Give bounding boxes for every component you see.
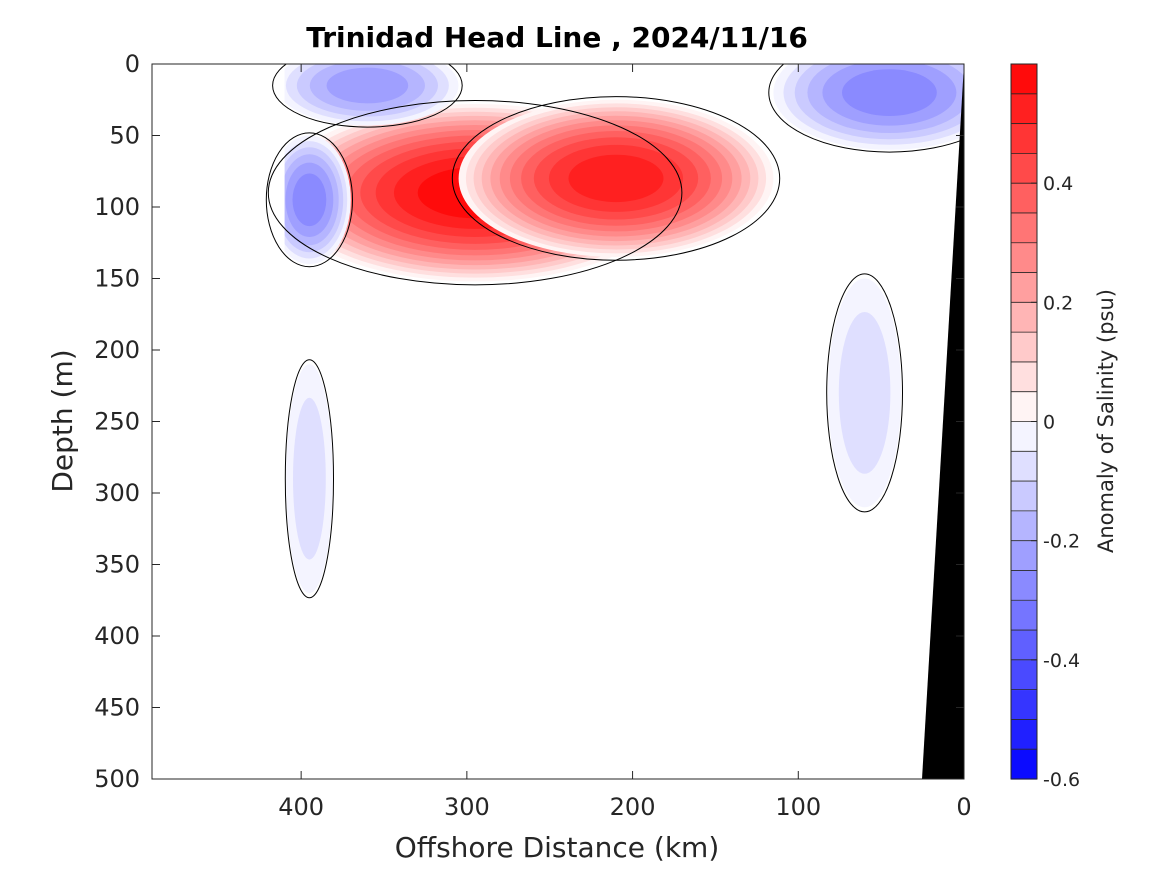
bathymetry-mask — [922, 64, 964, 779]
colorbar-tick-label: -0.4 — [1043, 650, 1080, 672]
anomaly-negative-5 — [828, 278, 902, 508]
anomaly-band — [326, 67, 409, 104]
y-tick-label: 400 — [94, 622, 140, 650]
colorbar-band — [1011, 510, 1037, 542]
colorbar-tick-label: 0.2 — [1043, 292, 1073, 314]
no-data-region — [152, 64, 285, 779]
y-tick-label: 300 — [94, 479, 140, 507]
y-tick-label: 150 — [94, 265, 140, 293]
colorbar-band — [1011, 421, 1037, 452]
zero-contour-1 — [451, 96, 781, 261]
zero-contour-6 — [284, 359, 334, 599]
anomaly-negative-3 — [268, 135, 351, 265]
anomaly-band — [568, 154, 664, 203]
colorbar-band — [1011, 451, 1037, 482]
chart-title: Trinidad Head Line , 2024/11/16 — [306, 21, 808, 54]
x-axis: 400 300 200 100 0 — [278, 64, 972, 821]
colorbar-band — [1011, 481, 1037, 512]
y-tick-label: 0 — [125, 50, 140, 78]
colorbar-band — [1011, 600, 1037, 631]
colorbar-tick-label: 0 — [1043, 412, 1055, 434]
zero-contour-2 — [272, 64, 463, 128]
y-tick-label: 50 — [109, 122, 140, 150]
x-tick-label: 100 — [775, 793, 821, 821]
anomaly-band — [842, 69, 937, 116]
x-tick-label: 300 — [444, 793, 490, 821]
colorbar-band — [1011, 153, 1037, 184]
y-tick-label: 100 — [94, 193, 140, 221]
colorbar-band — [1011, 749, 1037, 780]
anomaly-band — [293, 397, 326, 560]
y-tick-label: 250 — [94, 408, 140, 436]
x-tick-label: 0 — [956, 793, 971, 821]
y-tick-label: 500 — [94, 765, 140, 793]
anomaly-negative-4 — [773, 64, 964, 150]
x-axis-label: Offshore Distance (km) — [395, 831, 720, 864]
colorbar-band — [1011, 93, 1037, 125]
colorbar-band — [1011, 302, 1037, 333]
colorbar-band — [1011, 212, 1037, 244]
anomaly-negative-2 — [276, 64, 459, 126]
colorbar-ticks: 0.4 0.2 0 -0.2 -0.4 -0.6 — [1031, 173, 1080, 791]
colorbar-band — [1011, 630, 1037, 661]
colorbar-band — [1011, 540, 1037, 572]
y-tick-label: 450 — [94, 694, 140, 722]
colorbar-band — [1011, 659, 1037, 691]
colorbar-band — [1011, 64, 1037, 95]
anomaly-band — [838, 312, 891, 474]
y-axis-label: Depth (m) — [46, 349, 79, 492]
zero-contour-lines — [265, 64, 964, 599]
zero-contour-4 — [768, 64, 964, 153]
anomaly-field — [152, 64, 964, 779]
colorbar-tick-label: -0.2 — [1043, 531, 1080, 553]
x-tick-label: 200 — [610, 793, 656, 821]
colorbar-band — [1011, 123, 1037, 154]
colorbar-band — [1011, 570, 1037, 601]
zero-contour-5 — [826, 273, 903, 513]
colorbar-band — [1011, 391, 1037, 423]
anomaly-band — [292, 173, 327, 227]
y-tick-label: 200 — [94, 336, 140, 364]
colorbar-band — [1011, 183, 1037, 214]
colorbar-bands — [1011, 64, 1037, 780]
anomaly-positive-1 — [458, 99, 774, 258]
anomaly-negative-6 — [286, 364, 333, 594]
y-tick-label: 350 — [94, 551, 140, 579]
colorbar-band — [1011, 272, 1037, 303]
colorbar-label: Anomaly of Salinity (psu) — [1094, 289, 1118, 553]
colorbar-band — [1011, 689, 1037, 721]
plot-area — [152, 64, 964, 779]
colorbar-band — [1011, 242, 1037, 274]
y-axis: 0 50 100 150 200 250 300 350 400 450 500 — [94, 50, 964, 793]
x-tick-label: 400 — [278, 793, 324, 821]
zero-contour-0 — [267, 100, 683, 286]
colorbar-tick-label: 0.4 — [1043, 173, 1073, 195]
colorbar: 0.4 0.2 0 -0.2 -0.4 -0.6 Anomaly of Salinity … — [1010, 63, 1118, 791]
zero-contour-3 — [265, 132, 353, 268]
colorbar-band — [1011, 332, 1037, 363]
colorbar-band — [1011, 719, 1037, 750]
colorbar-tick-label: -0.6 — [1043, 769, 1080, 791]
colorbar-band — [1011, 361, 1037, 393]
